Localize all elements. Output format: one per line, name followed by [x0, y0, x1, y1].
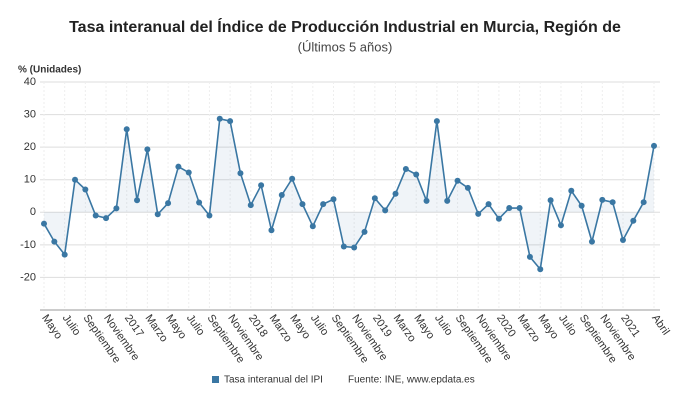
point	[278, 192, 285, 199]
point	[444, 197, 451, 204]
point	[640, 199, 647, 206]
point	[268, 227, 275, 234]
point	[392, 190, 399, 197]
point	[185, 169, 192, 176]
point	[464, 184, 471, 191]
area	[44, 118, 654, 270]
point	[506, 205, 513, 212]
point	[289, 175, 296, 182]
y-tick-label: 30	[24, 108, 36, 120]
x-tick-label: Mayo	[39, 313, 64, 342]
point	[557, 222, 564, 229]
point	[609, 199, 616, 206]
point	[516, 205, 523, 212]
point	[454, 177, 461, 184]
point	[547, 197, 554, 204]
point	[588, 238, 595, 245]
point	[51, 238, 58, 245]
point	[92, 212, 99, 219]
point	[113, 205, 120, 212]
chart-subtitle: (Últimos 5 años)	[298, 39, 393, 54]
point	[330, 196, 337, 203]
point	[371, 195, 378, 202]
chart-title: Tasa interanual del Índice de Producción…	[69, 17, 621, 36]
y-tick-label: 0	[30, 206, 36, 218]
y-tick-label: 40	[24, 76, 36, 88]
point	[433, 118, 440, 125]
point	[382, 207, 389, 214]
point	[299, 201, 306, 208]
point	[568, 187, 575, 194]
x-tick-label: Abril	[649, 313, 671, 338]
point	[82, 186, 89, 193]
point	[72, 176, 79, 183]
point	[423, 197, 430, 204]
point	[320, 201, 327, 208]
point	[103, 215, 110, 222]
point	[340, 243, 347, 250]
point	[537, 266, 544, 273]
point	[165, 200, 172, 207]
point	[216, 115, 223, 122]
point	[630, 217, 637, 224]
point	[175, 163, 182, 170]
y-tick-label: 20	[24, 141, 36, 153]
legend-swatch	[212, 376, 219, 383]
point	[361, 228, 368, 235]
point	[61, 251, 68, 258]
y-tick-label: -20	[20, 271, 36, 283]
y-axis-label: % (Unidades)	[18, 65, 81, 76]
point	[402, 165, 409, 172]
point	[154, 211, 161, 218]
point	[351, 244, 358, 251]
line	[43, 117, 655, 272]
point	[526, 253, 533, 260]
point	[41, 220, 47, 227]
point	[578, 202, 585, 209]
point	[196, 199, 203, 206]
point	[475, 210, 482, 217]
point	[144, 146, 151, 153]
point	[309, 223, 316, 230]
point	[247, 202, 254, 209]
point	[134, 197, 141, 204]
point	[123, 126, 130, 133]
point	[237, 170, 244, 177]
point	[485, 201, 492, 208]
point	[206, 212, 213, 219]
point	[227, 118, 234, 125]
y-tick-label: -10	[20, 239, 36, 251]
point	[413, 171, 420, 178]
point	[599, 196, 606, 203]
y-tick-label: 10	[24, 174, 36, 186]
point	[258, 182, 265, 189]
point	[651, 142, 657, 149]
point	[619, 236, 626, 243]
legend-label: Tasa interanual del IPI	[224, 375, 323, 386]
point	[495, 215, 502, 222]
source: Fuente: INE, www.epdata.es	[348, 375, 475, 386]
